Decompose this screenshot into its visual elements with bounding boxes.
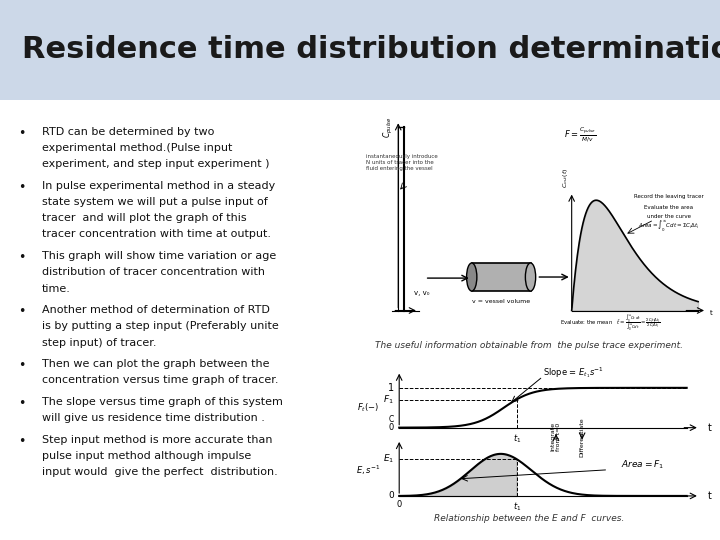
- Text: Step input method is more accurate than: Step input method is more accurate than: [42, 435, 272, 445]
- Text: Relationship between the E and F  curves.: Relationship between the E and F curves.: [434, 514, 624, 523]
- Text: 0: 0: [388, 491, 394, 501]
- Text: pulse input method although impulse: pulse input method although impulse: [42, 451, 251, 461]
- Text: $Area = F_1$: $Area = F_1$: [621, 458, 665, 471]
- Text: $t_1$: $t_1$: [513, 432, 521, 445]
- Text: concentration versus time graph of tracer.: concentration versus time graph of trace…: [42, 375, 278, 386]
- Text: •: •: [18, 305, 25, 318]
- Text: $t_1$: $t_1$: [513, 501, 521, 513]
- Text: •: •: [18, 251, 25, 264]
- Text: C: C: [389, 415, 394, 424]
- Text: input would  give the perfect  distribution.: input would give the perfect distributio…: [42, 467, 277, 477]
- Text: Slope = $E_{t_1} s^{-1}$: Slope = $E_{t_1} s^{-1}$: [543, 365, 604, 380]
- Text: Then we can plot the graph between the: Then we can plot the graph between the: [42, 359, 269, 369]
- Ellipse shape: [526, 263, 536, 291]
- Text: $E_1$: $E_1$: [383, 453, 394, 465]
- Text: instantaneously introduce
N units of tracer into the
fluid entering the vessel: instantaneously introduce N units of tra…: [366, 154, 438, 171]
- Text: $F = \frac{C_{pulse}}{M/v}$: $F = \frac{C_{pulse}}{M/v}$: [564, 125, 597, 144]
- Text: 1: 1: [388, 383, 394, 393]
- Text: Another method of determination of RTD: Another method of determination of RTD: [42, 305, 269, 315]
- Text: experiment, and step input experiment ): experiment, and step input experiment ): [42, 159, 269, 170]
- Text: Evaluate: the mean   $\bar{t} = \frac{\int_0^\infty C t\,dt}{\int_0^\infty C dt}: Evaluate: the mean $\bar{t} = \frac{\int…: [559, 314, 660, 334]
- Text: experimental method.(Pulse input: experimental method.(Pulse input: [42, 143, 232, 153]
- Text: is by putting a step input (Preferably unite: is by putting a step input (Preferably u…: [42, 321, 279, 332]
- Text: Residence time distribution determination: Residence time distribution determinatio…: [22, 36, 720, 64]
- Text: tracer  and will plot the graph of this: tracer and will plot the graph of this: [42, 213, 246, 224]
- Text: step input) of tracer.: step input) of tracer.: [42, 338, 156, 348]
- Text: •: •: [18, 127, 25, 140]
- Text: •: •: [18, 397, 25, 410]
- Bar: [472, 263, 531, 291]
- Text: $F_t (-)$: $F_t (-)$: [356, 402, 379, 414]
- Text: time.: time.: [42, 284, 71, 294]
- Ellipse shape: [467, 263, 477, 291]
- FancyBboxPatch shape: [0, 0, 720, 100]
- Text: $Area = \int_0^\infty C dt = \Sigma C_i \Delta t_i$: $Area = \int_0^\infty C dt = \Sigma C_i …: [638, 219, 700, 234]
- Text: t: t: [708, 491, 711, 501]
- Text: $F_1$: $F_1$: [383, 393, 394, 406]
- Text: Record the leaving tracer: Record the leaving tracer: [634, 194, 703, 199]
- Text: Evaluate the area: Evaluate the area: [644, 205, 693, 210]
- Text: •: •: [18, 359, 25, 372]
- Text: v = vessel volume: v = vessel volume: [472, 299, 530, 304]
- Text: In pulse experimental method in a steady: In pulse experimental method in a steady: [42, 181, 275, 191]
- Text: t: t: [710, 310, 713, 316]
- Text: Integrate
from t=0: Integrate from t=0: [551, 422, 562, 451]
- Text: under the curve: under the curve: [647, 214, 690, 219]
- Text: This graph will show time variation or age: This graph will show time variation or a…: [42, 251, 276, 261]
- Text: Differentiate: Differentiate: [580, 417, 585, 457]
- Text: state system we will put a pulse input of: state system we will put a pulse input o…: [42, 197, 268, 207]
- Text: RTD can be determined by two: RTD can be determined by two: [42, 127, 214, 137]
- Text: •: •: [18, 181, 25, 194]
- Text: •: •: [18, 435, 25, 448]
- Text: v, v₀: v, v₀: [414, 291, 430, 296]
- Text: $C_{pulse}$: $C_{pulse}$: [382, 117, 395, 138]
- Text: will give us residence time distribution .: will give us residence time distribution…: [42, 413, 265, 423]
- Text: tracer concentration with time at output.: tracer concentration with time at output…: [42, 230, 271, 240]
- Text: 0: 0: [397, 501, 402, 509]
- Text: The useful information obtainable from  the pulse trace experiment.: The useful information obtainable from t…: [375, 341, 683, 350]
- Text: 0: 0: [389, 423, 394, 432]
- Text: $E, s^{-1}$: $E, s^{-1}$: [356, 464, 380, 477]
- Text: The slope versus time graph of this system: The slope versus time graph of this syst…: [42, 397, 283, 407]
- Text: distribution of tracer concentration with: distribution of tracer concentration wit…: [42, 267, 265, 278]
- Text: t: t: [708, 423, 711, 433]
- Text: $C_{out}(t)$: $C_{out}(t)$: [562, 168, 570, 188]
